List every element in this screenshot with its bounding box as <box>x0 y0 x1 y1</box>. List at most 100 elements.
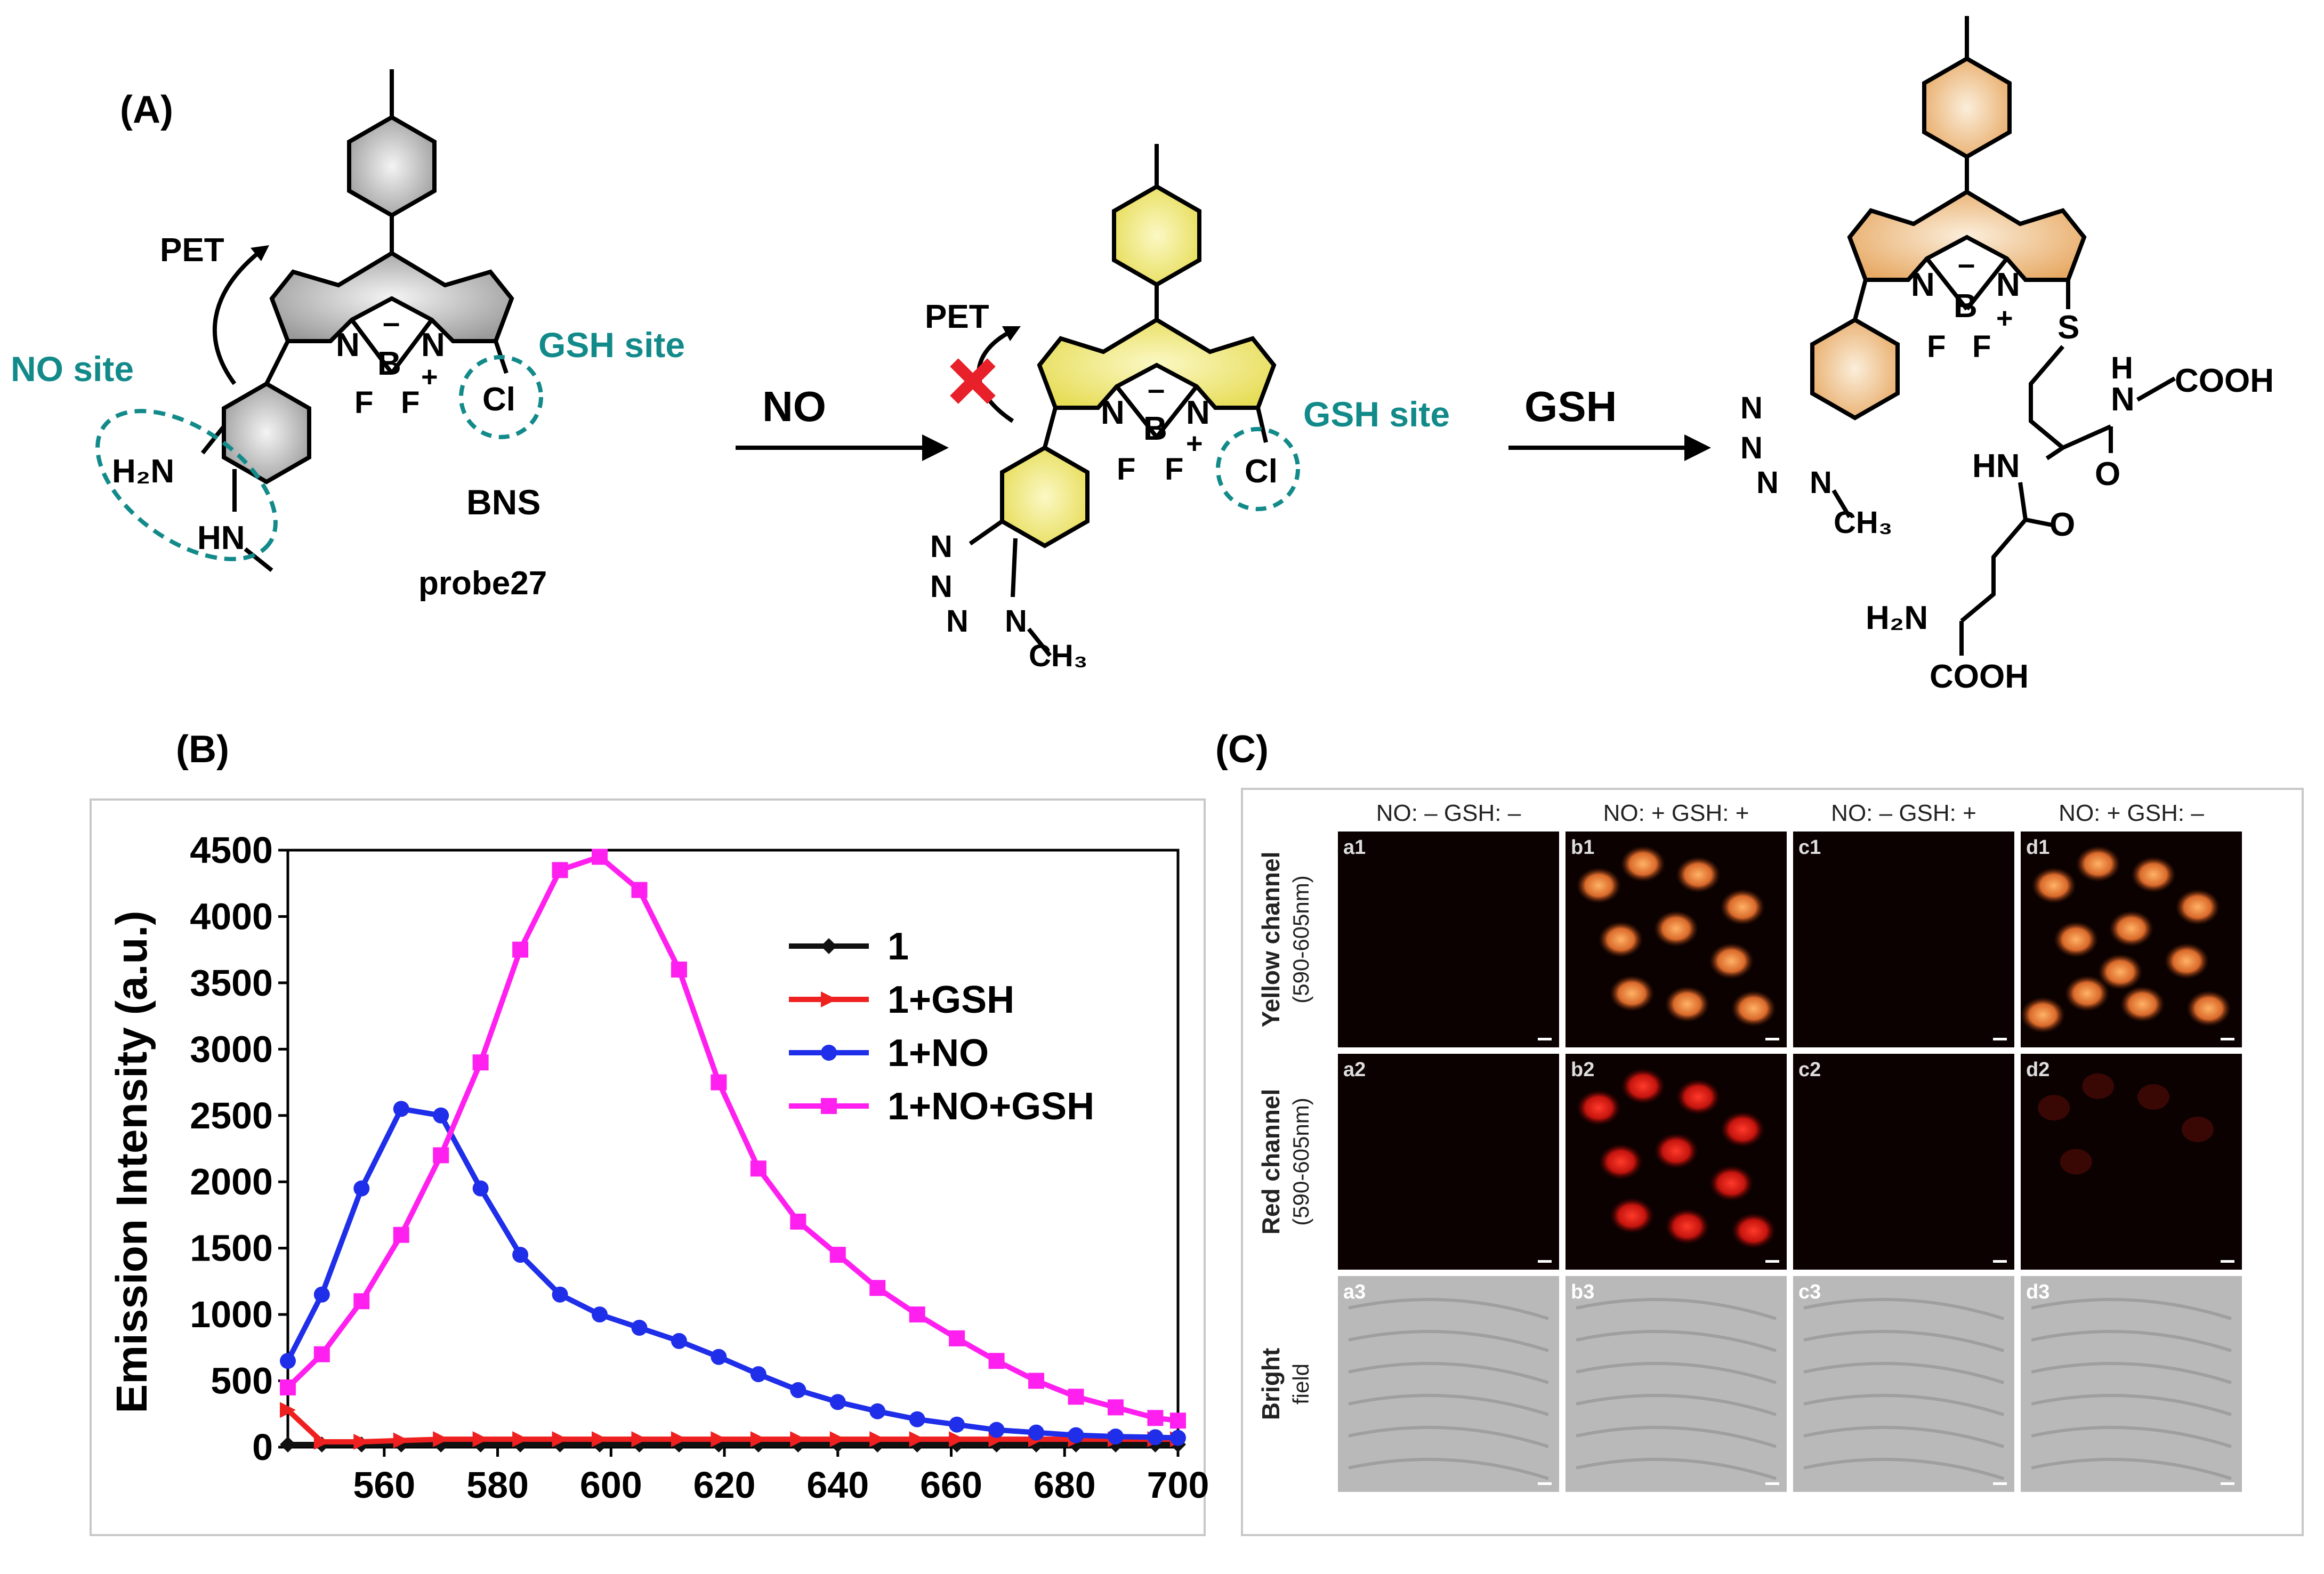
cell-signal <box>2053 921 2099 958</box>
legend-label: 1 <box>887 925 909 968</box>
aryl-bond-2 <box>1043 407 1058 449</box>
x-tick-label: 680 <box>1034 1464 1096 1506</box>
data-point <box>750 1160 766 1177</box>
reaction-arrow-no: NO <box>736 383 949 461</box>
atom-n-tri-7: N <box>1756 465 1779 500</box>
data-point <box>433 1431 449 1448</box>
cell-outline <box>1348 1394 1549 1416</box>
aryl-bond-3 <box>1853 279 1868 321</box>
data-point <box>1147 1410 1164 1426</box>
cell-signal <box>2064 975 2110 1012</box>
x-tick-label: 700 <box>1147 1464 1209 1506</box>
cell-signal-faint <box>2060 1149 2092 1175</box>
panel-a: (A) N N B – + F F Cl H₂N HN <box>11 16 2274 695</box>
tile-label: a1 <box>1343 836 1366 859</box>
blocked-x-icon <box>950 358 996 404</box>
micrograph-tile-d2: d2 <box>2021 1054 2242 1270</box>
y-tick-label: 2000 <box>190 1161 273 1202</box>
data-point <box>1170 1412 1186 1429</box>
tile-label: a2 <box>1343 1059 1366 1081</box>
cell-outline <box>1576 1330 1777 1352</box>
atom-cl-2: Cl <box>1245 453 1278 490</box>
data-point <box>1068 1389 1084 1405</box>
plot-area <box>286 849 1180 1449</box>
molecule-bns-probe: N N B – + F F Cl H₂N HN PET NO site GSH … <box>11 69 685 602</box>
tile-background <box>1793 1054 2014 1270</box>
charge-plus-3: + <box>1996 302 2013 334</box>
n-methyl-bond <box>244 547 273 572</box>
micrograph-tile-d3: d3 <box>2021 1276 2242 1492</box>
data-point <box>790 1382 806 1398</box>
atom-h: H <box>2111 351 2133 385</box>
cell-signal <box>1720 1111 1765 1148</box>
series-1+NO <box>280 1101 1186 1446</box>
row-label: Yellow channel <box>1257 852 1285 1028</box>
scale-bar <box>1993 1260 2007 1263</box>
data-point <box>1068 1427 1084 1443</box>
cell-signal <box>1598 1143 1643 1180</box>
cell-signal <box>1720 889 1765 925</box>
data-point <box>472 1054 489 1071</box>
cell-signal-faint <box>2038 1095 2070 1121</box>
x-tick-label: 580 <box>466 1464 529 1506</box>
cell-outline <box>1803 1458 2004 1480</box>
data-point <box>393 1226 409 1243</box>
column-header: NO: + GSH: + <box>1603 800 1749 826</box>
atom-n-left-3: N <box>1911 267 1935 303</box>
legend-label: 1+NO+GSH <box>887 1085 1094 1128</box>
cell-signal-faint <box>2082 1073 2115 1099</box>
cell-signal <box>1609 1197 1655 1234</box>
chart-frame <box>90 798 1206 1536</box>
charge-minus-3: – <box>1958 247 1975 281</box>
micrograph-tile-b3: b3 <box>1566 1276 1787 1492</box>
data-point <box>592 1431 608 1448</box>
data-point <box>821 1045 837 1061</box>
cell-outline <box>1348 1298 1549 1320</box>
gsh-site-circle <box>459 355 543 439</box>
data-point <box>433 1147 449 1164</box>
atom-f-3: F <box>1117 452 1135 487</box>
tolyl-ring-2 <box>1112 184 1201 287</box>
probe-number: probe27 <box>418 565 547 602</box>
pet-arrow-icon <box>212 248 263 385</box>
data-point <box>671 1431 687 1448</box>
y-tick-label: 3500 <box>190 962 273 1004</box>
micrograph-tile-c3: c3 <box>1793 1276 2014 1492</box>
cell-outline <box>2031 1426 2232 1448</box>
data-point <box>313 1346 330 1362</box>
micrograph-tile-c2: c2 <box>1793 1054 2014 1270</box>
micrograph-frame <box>1241 788 2304 1536</box>
panel-b: (B) Emission Intensity (a.u.) 0500100015… <box>90 728 1209 1536</box>
atom-n-tri-1: N <box>930 529 953 564</box>
benzo-ring <box>1000 445 1090 548</box>
cell-signal <box>1676 1079 1721 1115</box>
scale-bar <box>1765 1260 1779 1263</box>
cell-signal <box>1665 1208 1710 1245</box>
micrograph-tile-b2: b2 <box>1566 1054 1787 1270</box>
y-tick-label: 0 <box>252 1426 273 1468</box>
legend-label: 1+NO <box>887 1032 989 1075</box>
data-point <box>552 1286 568 1303</box>
data-point <box>512 1247 529 1263</box>
cell-outline <box>2031 1394 2232 1416</box>
cell-signal <box>2175 889 2220 925</box>
scale-bar <box>2221 1260 2234 1263</box>
atom-cooh-1: COOH <box>2175 362 2274 399</box>
data-point <box>512 1431 529 1448</box>
cell-signal <box>1620 1068 1666 1104</box>
reaction-arrowhead-icon-2 <box>1684 434 1711 461</box>
tile-label: d1 <box>2026 836 2049 859</box>
atom-h2n-2: H₂N <box>1866 600 1928 636</box>
cell-signal <box>1709 943 1754 979</box>
tile-label: b1 <box>1571 836 1594 859</box>
triazole-bond-2 <box>1011 538 1018 598</box>
atom-cl: Cl <box>482 381 515 418</box>
emission-chart: 0 500 1000 1500 2000 2500 3000 3500 4000 4500 560 5… <box>190 829 1209 1506</box>
y-axis-label: Emission Intensity (a.u.) <box>108 910 156 1413</box>
cell-outline <box>2031 1362 2232 1384</box>
tolyl-ring <box>347 115 437 218</box>
micrograph-grid: NO: – GSH: – NO: + GSH: + NO: – GSH: + NO: … <box>1257 800 2242 1492</box>
data-point <box>750 1431 766 1448</box>
atom-h2n: H₂N <box>112 453 174 490</box>
scale-bar <box>1765 1482 1779 1485</box>
